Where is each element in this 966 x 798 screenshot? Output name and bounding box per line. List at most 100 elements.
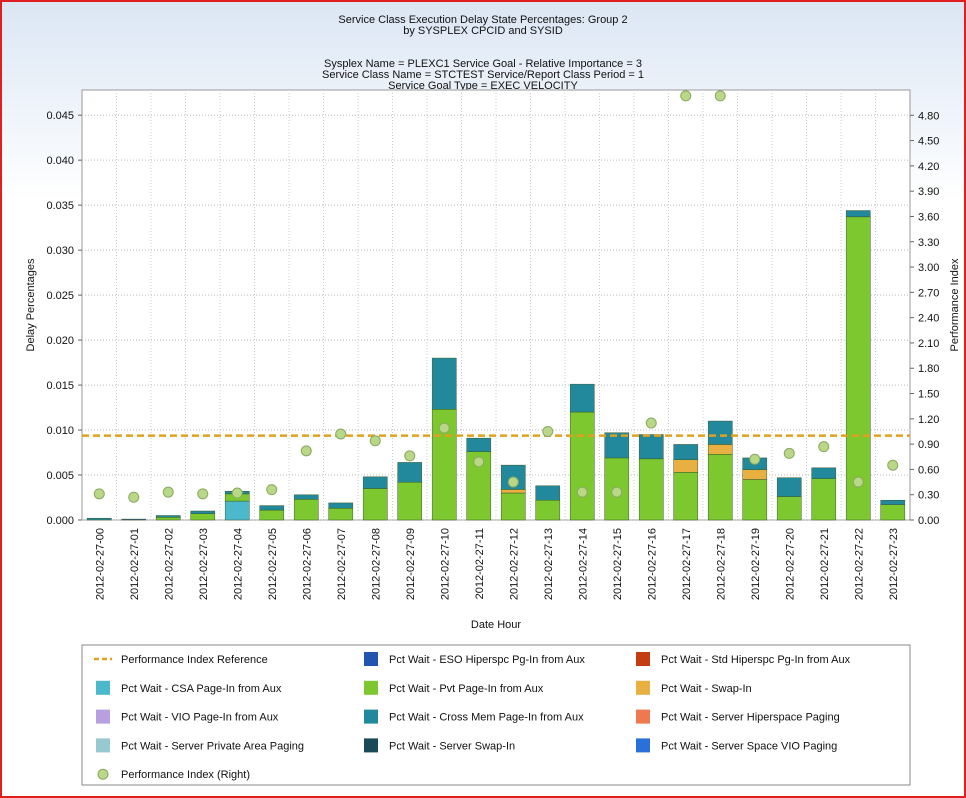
bar-segment <box>397 481 423 521</box>
x-tick-label: 2012-02-27-17 <box>681 528 693 600</box>
x-tick-label: 2012-02-27-12 <box>508 528 520 600</box>
pi-point <box>335 428 347 440</box>
legend-swatch <box>636 680 650 695</box>
x-tick-label: 2012-02-27-06 <box>301 528 313 600</box>
bar-segment <box>707 444 733 455</box>
bar-segment <box>535 485 561 501</box>
bar-segment <box>500 489 526 494</box>
bar-segment <box>362 488 388 521</box>
legend-label: Pct Wait - Server Swap-In <box>389 740 515 752</box>
bar-segment <box>569 411 595 521</box>
bar-segment <box>328 508 354 521</box>
x-tick-label: 2012-02-27-01 <box>129 528 141 600</box>
bar-segment <box>86 517 112 521</box>
bar-segment <box>638 434 664 460</box>
legend-swatch <box>97 768 109 780</box>
pi-point <box>266 484 278 496</box>
y-axis-label: Delay Percentages <box>25 258 37 351</box>
pi-point <box>645 417 657 429</box>
bar-segment <box>259 509 285 521</box>
y-tick-label: 0.040 <box>46 155 74 167</box>
y-tick-label: 0.030 <box>46 245 74 257</box>
bar-segment <box>811 478 837 521</box>
y2-tick-label: 2.40 <box>918 313 939 325</box>
plot-area <box>81 89 911 521</box>
bar-segment <box>776 477 802 497</box>
pi-point <box>404 450 416 462</box>
x-tick-label: 2012-02-27-08 <box>370 528 382 600</box>
bar-segment <box>155 517 181 521</box>
bar-segment <box>293 494 319 500</box>
y-tick-label: 0.015 <box>46 380 74 392</box>
x-tick-label: 2012-02-27-18 <box>715 528 727 600</box>
pi-point <box>197 488 209 500</box>
bar-segment <box>707 420 733 445</box>
y-tick-label: 0.035 <box>46 200 74 212</box>
bar-segment <box>604 432 630 459</box>
y2-tick-label: 1.20 <box>918 414 939 426</box>
x-tick-label: 2012-02-27-02 <box>163 528 175 600</box>
bar-segment <box>673 444 699 460</box>
legend-label: Pct Wait - CSA Page-In from Aux <box>121 683 282 695</box>
pi-point <box>300 445 312 457</box>
x-tick-label: 2012-02-27-21 <box>819 528 831 600</box>
chart-subtitle: Sysplex Name = PLEXC1 Service Goal - Rel… <box>324 58 642 70</box>
bar-segment <box>845 210 871 218</box>
pi-point <box>231 487 243 499</box>
legend-swatch <box>96 680 110 695</box>
y2-tick-label: 4.80 <box>918 110 939 122</box>
bar-segment <box>707 454 733 521</box>
x-tick-label: 2012-02-27-16 <box>646 528 658 600</box>
legend-swatch <box>364 680 378 695</box>
pi-point <box>611 486 623 498</box>
bar-segment <box>811 467 837 479</box>
y2-tick-label: 0.90 <box>918 439 939 451</box>
x-tick-label: 2012-02-27-14 <box>577 528 589 600</box>
legend-label: Pct Wait - VIO Page-In from Aux <box>121 712 279 724</box>
legend-swatch <box>364 709 378 724</box>
bar-segment <box>845 216 871 521</box>
pi-point <box>783 447 795 459</box>
bar-segment <box>880 504 906 521</box>
bar-segment <box>569 383 595 413</box>
y2-tick-label: 0.60 <box>918 464 939 476</box>
bar-segment <box>742 469 768 480</box>
bar-segment <box>431 357 457 410</box>
bar-segment <box>155 515 181 518</box>
bar-segment <box>673 459 699 473</box>
y2-tick-label: 4.20 <box>918 161 939 173</box>
bar-segment <box>293 499 319 521</box>
y-tick-label: 0.045 <box>46 110 74 122</box>
bar-segment <box>190 510 216 514</box>
pi-point <box>749 453 761 465</box>
y2-tick-label: 4.50 <box>918 136 939 148</box>
y2-tick-label: 0.00 <box>918 515 939 527</box>
bar-segment <box>328 502 354 509</box>
y2-axis-label: Performance Index <box>949 258 961 351</box>
y2-tick-label: 3.60 <box>918 211 939 223</box>
chart-title: by SYSPLEX CPCID and SYSID <box>403 25 563 37</box>
x-tick-label: 2012-02-27-23 <box>888 528 900 600</box>
legend-label: Pct Wait - Server Private Area Paging <box>121 740 304 752</box>
pi-point <box>887 459 899 471</box>
pi-point <box>507 476 519 488</box>
bar-segment <box>638 458 664 521</box>
y-tick-label: 0.005 <box>46 470 74 482</box>
x-tick-label: 2012-02-27-04 <box>232 528 244 600</box>
bar-segment <box>673 472 699 521</box>
y-tick-label: 0.010 <box>46 425 74 437</box>
legend-label: Pct Wait - Server Space VIO Paging <box>661 740 837 752</box>
bar-segment <box>742 479 768 521</box>
pi-point <box>852 476 864 488</box>
bar-segment <box>880 499 906 505</box>
bar-segment <box>466 437 492 452</box>
y2-tick-label: 3.00 <box>918 262 939 274</box>
x-tick-label: 2012-02-27-09 <box>405 528 417 600</box>
y2-tick-label: 3.90 <box>918 186 939 198</box>
bar-segment <box>397 462 423 483</box>
y-tick-label: 0.000 <box>46 515 74 527</box>
y-tick-label: 0.020 <box>46 335 74 347</box>
y2-tick-label: 2.10 <box>918 338 939 350</box>
pi-point <box>473 456 485 468</box>
x-tick-label: 2012-02-27-03 <box>198 528 210 600</box>
